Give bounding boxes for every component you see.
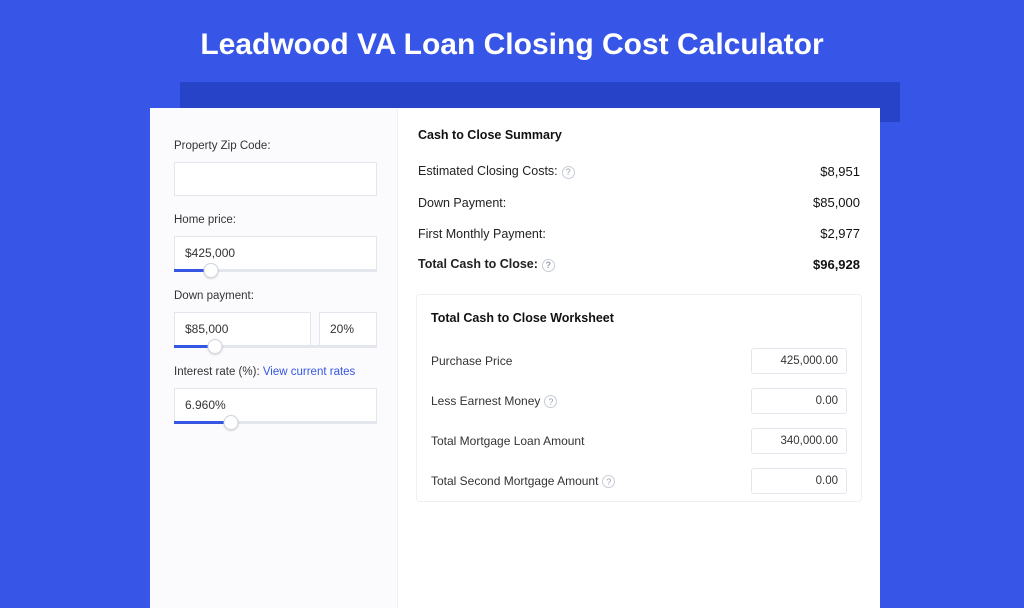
down-payment-slider[interactable] xyxy=(174,345,377,348)
results-panel: Cash to Close Summary Estimated Closing … xyxy=(398,108,880,608)
zip-input[interactable] xyxy=(174,162,377,196)
home-price-field-group: Home price: xyxy=(174,214,377,272)
interest-slider-fill xyxy=(174,421,231,424)
summary-row-value: $2,977 xyxy=(820,226,860,241)
home-price-slider[interactable] xyxy=(174,269,377,272)
interest-input[interactable] xyxy=(174,388,377,422)
interest-label-text: Interest rate (%): xyxy=(174,366,260,378)
worksheet-row: Total Second Mortgage Amount?0.00 xyxy=(431,461,847,501)
worksheet-row-label: Total Mortgage Loan Amount xyxy=(431,434,751,448)
worksheet-row: Purchase Price425,000.00 xyxy=(431,341,847,381)
summary-row-label: First Monthly Payment: xyxy=(418,227,820,241)
help-icon[interactable]: ? xyxy=(542,259,555,272)
worksheet-title: Total Cash to Close Worksheet xyxy=(431,311,847,325)
home-price-slider-thumb[interactable] xyxy=(203,263,218,278)
down-payment-slider-thumb[interactable] xyxy=(207,339,222,354)
page-title: Leadwood VA Loan Closing Cost Calculator xyxy=(0,0,1024,84)
help-icon[interactable]: ? xyxy=(602,475,615,488)
worksheet-row-value[interactable]: 340,000.00 xyxy=(751,428,847,454)
summary-row-label: Total Cash to Close:? xyxy=(418,257,813,271)
interest-field-group: Interest rate (%): View current rates xyxy=(174,366,377,424)
inputs-panel: Property Zip Code: Home price: Down paym… xyxy=(150,108,398,608)
worksheet-row-label: Total Second Mortgage Amount? xyxy=(431,474,751,488)
summary-row-value: $96,928 xyxy=(813,257,860,272)
worksheet-row-value[interactable]: 425,000.00 xyxy=(751,348,847,374)
summary-row: Estimated Closing Costs:?$8,951 xyxy=(416,156,862,187)
interest-slider[interactable] xyxy=(174,421,377,424)
worksheet-row-label: Less Earnest Money? xyxy=(431,394,751,408)
summary-row: Down Payment:$85,000 xyxy=(416,187,862,218)
worksheet-row: Total Mortgage Loan Amount340,000.00 xyxy=(431,421,847,461)
zip-field-group: Property Zip Code: xyxy=(174,140,377,196)
summary-rows: Estimated Closing Costs:?$8,951Down Paym… xyxy=(416,156,862,280)
down-payment-pct-input[interactable] xyxy=(319,312,377,346)
summary-row: Total Cash to Close:?$96,928 xyxy=(416,249,862,280)
worksheet-rows: Purchase Price425,000.00Less Earnest Mon… xyxy=(431,341,847,501)
summary-row-value: $85,000 xyxy=(813,195,860,210)
worksheet-row-value[interactable]: 0.00 xyxy=(751,388,847,414)
help-icon[interactable]: ? xyxy=(562,166,575,179)
summary-row-label: Down Payment: xyxy=(418,196,813,210)
view-rates-link[interactable]: View current rates xyxy=(263,366,355,378)
worksheet-row: Less Earnest Money?0.00 xyxy=(431,381,847,421)
interest-slider-thumb[interactable] xyxy=(223,415,238,430)
summary-row: First Monthly Payment:$2,977 xyxy=(416,218,862,249)
down-payment-field-group: Down payment: xyxy=(174,290,377,348)
down-payment-input[interactable] xyxy=(174,312,311,346)
interest-label: Interest rate (%): View current rates xyxy=(174,366,377,378)
home-price-label: Home price: xyxy=(174,214,377,226)
summary-row-value: $8,951 xyxy=(820,164,860,179)
help-icon[interactable]: ? xyxy=(544,395,557,408)
calculator-card: Property Zip Code: Home price: Down paym… xyxy=(150,108,880,608)
worksheet-row-label: Purchase Price xyxy=(431,354,751,368)
zip-label: Property Zip Code: xyxy=(174,140,377,152)
summary-title: Cash to Close Summary xyxy=(416,128,862,142)
summary-row-label: Estimated Closing Costs:? xyxy=(418,164,820,178)
worksheet-panel: Total Cash to Close Worksheet Purchase P… xyxy=(416,294,862,502)
worksheet-row-value[interactable]: 0.00 xyxy=(751,468,847,494)
down-payment-label: Down payment: xyxy=(174,290,377,302)
